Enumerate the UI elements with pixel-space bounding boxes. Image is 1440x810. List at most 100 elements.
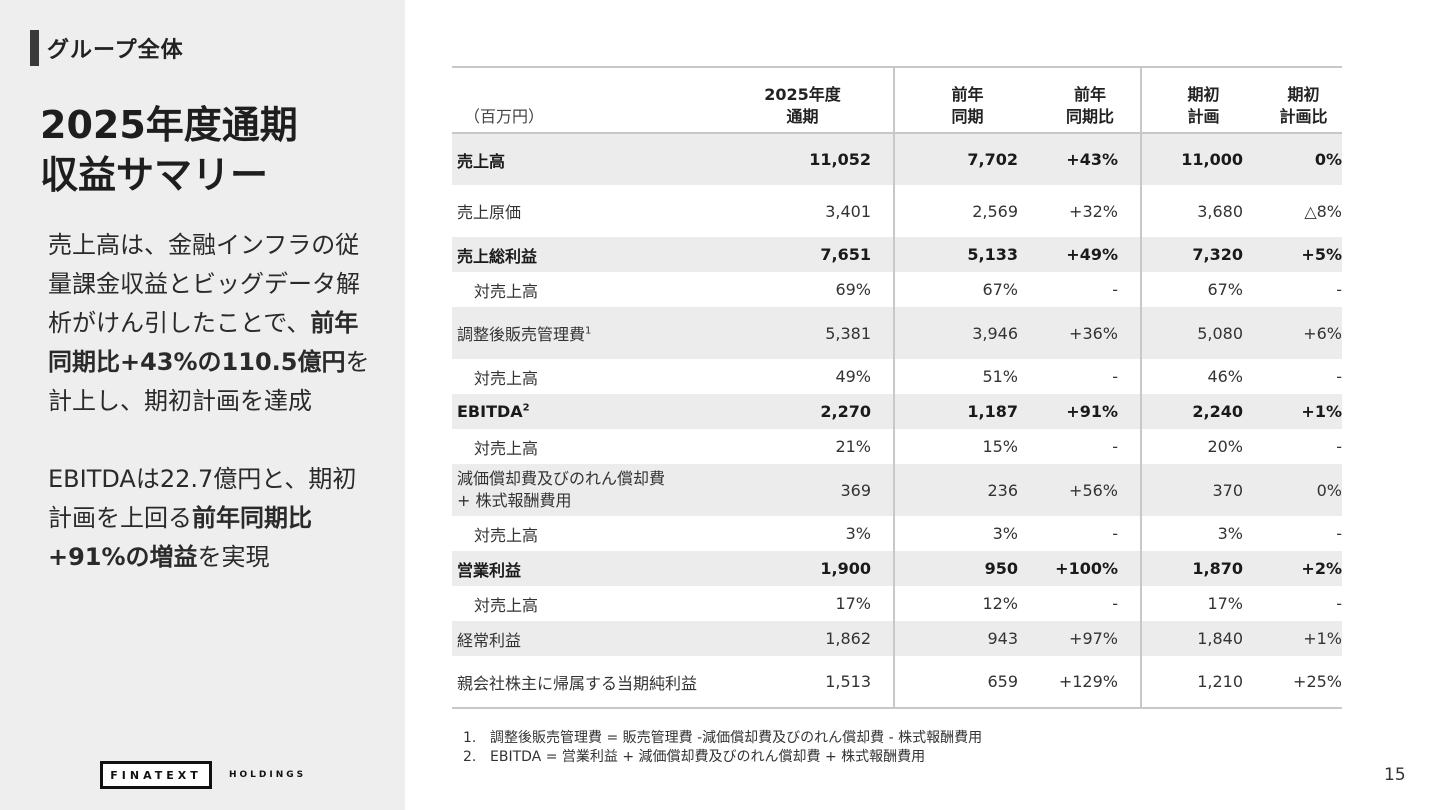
cell-plan: 46% [1140,359,1265,394]
table-row: 売上総利益 7,651 5,133 +49% 7,320 +5% [452,237,1342,272]
cell-plan: 1,840 [1140,621,1265,656]
cell-plan: 11,000 [1140,133,1265,185]
cell-current: 3,401 [825,201,871,221]
row-label: 経常利益 [452,621,712,656]
row-label: 対売上高 [474,368,539,388]
summary-paragraph-1: 売上高は、金融インフラの従量課金収益とビッグデータ解析がけん引したことで、前年同… [48,226,378,421]
col-header-vsplan: 期初 計画比 [1265,67,1342,133]
cell-current: 49% [835,367,871,386]
cell-yoy: - [1112,367,1118,386]
cell-vsplan: +2% [1265,551,1342,586]
cell-vsplan: - [1336,367,1342,386]
summary-paragraph-2: EBITDAは22.7億円と、期初計画を上回る前年同期比+91%の増益を実現 [48,460,378,577]
cell-current: 11,052 [712,133,894,185]
table-row: 対売上高 69% 67% - 67% - [452,272,1342,307]
header-line: 計画 [1187,107,1220,126]
cell-yoy: - [1112,524,1118,543]
cell-yoy: +49% [1040,237,1141,272]
cell-yoy: +100% [1040,551,1141,586]
cell-yoy: - [1112,280,1118,299]
footnote-ref: 2 [522,402,530,414]
cell-plan: 3,680 [1140,185,1265,237]
row-label: 対売上高 [474,281,539,301]
row-label: 対売上高 [474,525,539,545]
cell-current: 69% [835,280,871,299]
footnote-number: 1. [463,730,477,746]
cell-vsplan: - [1336,594,1342,613]
footnote-text: 調整後販売管理費 = 販売管理費 -減価償却費及びのれん償却費 - 株式報酬費用 [490,730,983,746]
table-row: 対売上高 17% 12% - 17% - [452,586,1342,621]
table-row: 対売上高 49% 51% - 46% - [452,359,1342,394]
cell-prev: 1,187 [893,394,1040,429]
cell-vsplan: 0% [1265,133,1342,185]
section-tag: グループ全体 [30,30,184,66]
header-line: 前年 [951,85,984,104]
cell-plan: 1,870 [1140,551,1265,586]
cell-vsplan: 0% [1265,464,1342,516]
row-label-text: 調整後販売管理費 [457,325,586,344]
cell-vsplan: +1% [1265,394,1342,429]
cell-yoy: - [1112,594,1118,613]
cell-plan: 17% [1140,586,1265,621]
logo-sub: HOLDINGS [229,770,307,780]
row-label: 親会社株主に帰属する当期純利益 [457,673,698,693]
cell-vsplan: - [1336,524,1342,543]
header-line: 2025年度 [764,85,841,104]
cell-prev: 15% [893,429,1040,464]
cell-yoy: +129% [1058,672,1118,691]
cell-prev: 236 [893,464,1040,516]
cell-current: 1,862 [712,621,894,656]
col-header-prev: 前年 同期 [893,67,1040,133]
cell-plan: 7,320 [1140,237,1265,272]
summary-text-span: を計上し、期初計画を達成 [48,348,370,415]
footnote-2: 2. EBITDA = 営業利益 + 減価償却費及びのれん償却費 + 株式報酬費用 [463,748,982,767]
header-line: 計画比 [1279,107,1328,126]
footnote-1: 1. 調整後販売管理費 = 販売管理費 -減価償却費及びのれん償却費 - 株式報酬… [463,729,982,748]
cell-prev: 3% [893,516,1040,551]
cell-plan: 1,210 [1140,656,1265,708]
cell-plan: 20% [1140,429,1265,464]
table-header-row: （百万円） 2025年度 通期 前年 同期 前年 同期比 期初 計画 期初 計画比 [452,67,1342,133]
cell-prev: 659 [893,656,1040,708]
cell-plan: 3% [1140,516,1265,551]
cell-yoy: - [1112,437,1118,456]
cell-prev: 67% [893,272,1040,307]
row-label: 対売上高 [474,438,539,458]
cell-current: 1,900 [712,551,894,586]
cell-prev: 7,702 [893,133,1040,185]
row-label-line: + 株式報酬費用 [457,491,572,510]
header-line: 前年 [1073,85,1106,104]
table-row: 営業利益 1,900 950 +100% 1,870 +2% [452,551,1342,586]
summary-table: （百万円） 2025年度 通期 前年 同期 前年 同期比 期初 計画 期初 計画比 売上高… [452,66,1342,709]
section-label: グループ全体 [47,38,184,63]
table-row: 対売上高 3% 3% - 3% - [452,516,1342,551]
table-row: 売上高 11,052 7,702 +43% 11,000 0% [452,133,1342,185]
cell-current: 1,513 [825,672,871,691]
table-row: EBITDA2 2,270 1,187 +91% 2,240 +1% [452,394,1342,429]
cell-prev: 2,569 [893,185,1040,237]
row-label: 調整後販売管理費1 [452,307,712,359]
footnote-ref: 1 [585,325,592,337]
cell-prev: 943 [893,621,1040,656]
cell-yoy: +32% [1069,201,1118,221]
row-label: 売上高 [452,133,712,185]
cell-vsplan: - [1336,280,1342,299]
header-line: 通期 [786,107,819,126]
page-title-line1: 2025年度通期 [40,103,298,147]
row-label: 対売上高 [474,595,539,615]
row-label: 売上総利益 [452,237,712,272]
page-title-line2: 収益サマリー [40,153,269,197]
header-line: 同期 [951,107,984,126]
footnote-text: EBITDA = 営業利益 + 減価償却費及びのれん償却費 + 株式報酬費用 [490,749,926,765]
header-line: 同期比 [1065,107,1114,126]
table-row: 経常利益 1,862 943 +97% 1,840 +1% [452,621,1342,656]
left-panel: グループ全体 2025年度通期 収益サマリー 売上高は、金融インフラの従量課金収… [0,0,405,810]
row-label-line: 減価償却費及びのれん償却費 [457,469,666,488]
cell-current: 5,381 [712,307,894,359]
cell-current: 369 [712,464,894,516]
table-row: 売上原価 3,401 2,569 +32% 3,680 △8% [452,185,1342,237]
page-title: 2025年度通期 収益サマリー [40,100,380,200]
cell-yoy: +91% [1040,394,1141,429]
cell-vsplan: - [1336,437,1342,456]
cell-prev: 5,133 [893,237,1040,272]
